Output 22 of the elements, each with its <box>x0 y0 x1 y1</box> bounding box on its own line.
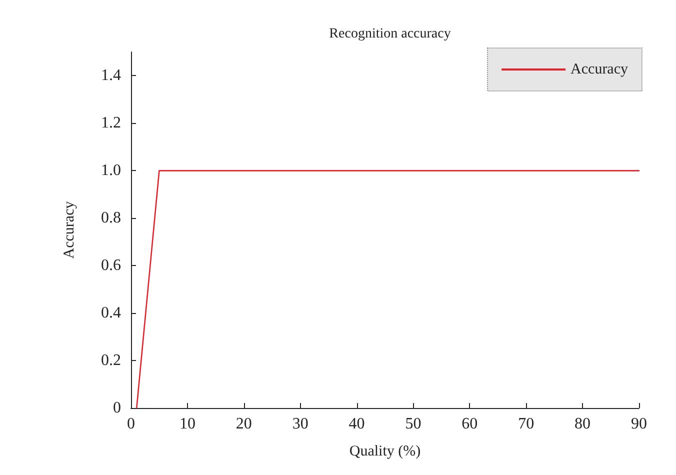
y-tick-label: 0.2 <box>101 352 121 370</box>
y-tick-label: 0.4 <box>101 304 121 322</box>
chart-title: Recognition accuracy <box>329 26 451 42</box>
y-tick-label: 0.8 <box>101 210 121 227</box>
y-tick-label: 1.2 <box>101 114 121 132</box>
y-tick-label: 0 <box>113 400 121 416</box>
x-tick-label: 10 <box>179 416 196 432</box>
y-tick-label: 0.6 <box>101 257 121 274</box>
x-axis-title: Quality (%) <box>349 444 421 460</box>
x-tick-label: 80 <box>574 416 591 432</box>
y-tick-label: 1.0 <box>101 162 121 180</box>
y-axis-title: Accuracy <box>62 200 78 259</box>
x-tick-label: 0 <box>127 416 135 432</box>
x-tick-label: 40 <box>348 416 365 432</box>
x-tick-label: 20 <box>236 416 252 432</box>
x-tick-label: 90 <box>631 416 647 432</box>
x-tick-label: 70 <box>518 416 534 432</box>
legend-label: Accuracy <box>570 62 628 78</box>
x-tick-label: 50 <box>405 416 422 432</box>
y-tick-label: 1.4 <box>101 67 121 84</box>
x-tick-label: 60 <box>462 416 478 432</box>
x-tick-label: 30 <box>292 416 308 432</box>
